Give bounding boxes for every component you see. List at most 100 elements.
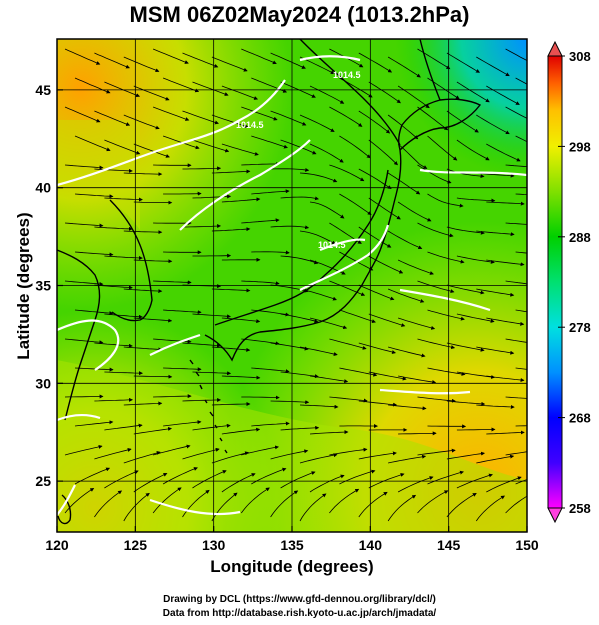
streamline (94, 226, 133, 231)
streamline (192, 470, 227, 489)
streamline (241, 280, 280, 286)
streamline (123, 114, 160, 130)
streamline (74, 367, 114, 372)
streamline (211, 114, 249, 128)
streamline (104, 81, 141, 98)
y-tick-label: 30 (35, 375, 51, 391)
y-tick-label: 45 (35, 82, 51, 98)
streamline (104, 197, 143, 202)
colorbar-tick-label: 288 (569, 230, 591, 245)
streamline (368, 473, 405, 489)
streamline (163, 367, 202, 372)
streamline (358, 400, 398, 407)
streamline (397, 259, 434, 275)
streamline (94, 342, 133, 348)
streamline (387, 230, 423, 250)
streamline (211, 169, 251, 174)
streamline (515, 479, 527, 485)
x-tick-label: 140 (359, 537, 383, 553)
colorbar-min-arrow (547, 507, 563, 524)
streamline (515, 367, 527, 370)
x-tick-label: 150 (515, 537, 539, 553)
streamline (505, 48, 527, 62)
streamline (299, 404, 339, 409)
streamline (476, 114, 510, 135)
streamline (152, 444, 191, 456)
streamline (241, 161, 280, 166)
streamline (417, 164, 452, 184)
streamline (270, 342, 309, 351)
streamline (427, 309, 465, 321)
streamline (476, 404, 515, 409)
streamline (387, 114, 419, 140)
streamline (387, 494, 417, 522)
colorbar-gradient (547, 55, 563, 509)
streamline (398, 375, 437, 384)
streamline (368, 313, 406, 327)
streamline (486, 375, 525, 382)
streamline (280, 81, 316, 98)
y-tick-label: 40 (35, 180, 51, 196)
streamline (475, 495, 505, 522)
streamline (476, 346, 515, 355)
streamline (299, 453, 338, 464)
streamline (505, 396, 527, 399)
streamline (211, 227, 251, 232)
streamline (486, 259, 525, 267)
streamline (192, 313, 231, 319)
streamline (387, 288, 425, 303)
streamline (368, 255, 404, 274)
streamline (368, 371, 407, 381)
streamline (358, 284, 395, 301)
streamline (192, 194, 232, 199)
streamline (515, 309, 527, 313)
streamline (358, 52, 393, 73)
streamline (299, 493, 327, 522)
streamline (486, 317, 525, 326)
streamline (64, 280, 104, 286)
streamline (446, 492, 477, 518)
streamline (427, 470, 464, 485)
streamline (446, 284, 485, 295)
streamline (104, 255, 143, 260)
isobar-label: 1014.5 (333, 70, 361, 80)
streamline (456, 313, 495, 323)
streamline (133, 317, 173, 323)
streamline (456, 81, 490, 103)
streamline (486, 143, 521, 162)
streamline (64, 48, 101, 65)
streamline (104, 139, 141, 155)
streamline (368, 139, 398, 166)
x-tick-label: 145 (437, 537, 461, 553)
wind-streamlines (64, 48, 527, 522)
streamline (270, 52, 306, 69)
streamline (270, 110, 307, 126)
streamline (133, 143, 170, 158)
streamline (505, 222, 527, 225)
streamline (417, 338, 456, 350)
streamline (280, 313, 319, 323)
streamline (505, 451, 527, 456)
streamline (123, 288, 163, 294)
streamline (417, 490, 449, 514)
streamline (192, 423, 231, 431)
streamline (427, 251, 465, 264)
y-tick-label: 25 (35, 473, 51, 489)
streamline (163, 420, 202, 427)
streamline (270, 225, 310, 230)
streamline (211, 402, 251, 406)
streamline (329, 488, 360, 514)
streamline (329, 396, 368, 403)
streamline (358, 451, 397, 460)
streamline (64, 164, 104, 170)
streamline (241, 218, 280, 224)
y-axis: 25 30 35 40 45 (35, 82, 63, 489)
streamline (387, 56, 421, 78)
streamline (280, 196, 319, 201)
streamline (309, 201, 345, 219)
streamline (270, 449, 309, 460)
streamline (163, 191, 202, 196)
streamline (417, 106, 449, 131)
streamline (358, 110, 391, 134)
